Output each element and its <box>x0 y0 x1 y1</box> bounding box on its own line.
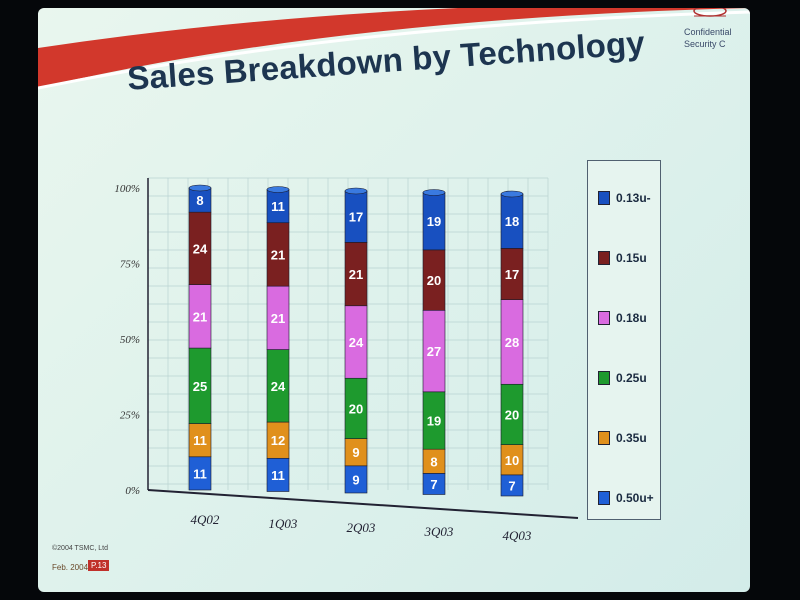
legend-label: 0.25u <box>616 371 647 385</box>
legend-item: 0.13u- <box>598 191 651 205</box>
legend-item: 0.35u <box>598 431 647 445</box>
bar-value-label: 11 <box>193 433 207 448</box>
x-tick-label: 4Q03 <box>503 528 532 543</box>
bar-value-label: 27 <box>427 344 441 359</box>
legend-label: 0.35u <box>616 431 647 445</box>
bar-value-label: 7 <box>508 478 515 493</box>
company-logo <box>690 8 730 25</box>
bar-value-label: 7 <box>430 477 437 492</box>
bar-value-label: 11 <box>193 466 207 481</box>
chart-legend: 0.13u- 0.15u 0.18u 0.25u 0.35u 0.50u+ <box>587 160 661 520</box>
bar-top-cap <box>266 186 290 193</box>
slide: Confidential Security C Sales Breakdown … <box>38 8 750 592</box>
bar-value-label: 28 <box>505 335 519 350</box>
bar-value-label: 21 <box>271 311 285 326</box>
footer-date: Feb. 2004 <box>52 563 89 572</box>
bar-value-label: 17 <box>505 267 519 282</box>
x-tick-label: 4Q02 <box>191 512 220 527</box>
legend-item: 0.25u <box>598 371 647 385</box>
legend-item: 0.15u <box>598 251 647 265</box>
y-tick-label: 100% <box>114 183 140 195</box>
bar-top-cap <box>422 189 446 196</box>
x-tick-label: 3Q03 <box>424 524 454 539</box>
bar-value-label: 8 <box>430 454 437 469</box>
y-tick-label: 0% <box>125 485 140 497</box>
confidential-label: Confidential Security C <box>684 26 732 50</box>
page-number: P.13 <box>88 560 110 571</box>
bar-value-label: 9 <box>352 472 359 487</box>
bar-top-cap <box>344 187 368 195</box>
bar-value-label: 24 <box>271 379 286 394</box>
bar-value-label: 9 <box>352 445 359 460</box>
bar-value-label: 8 <box>196 193 203 208</box>
legend-label: 0.13u- <box>616 191 651 205</box>
bar-value-label: 20 <box>427 273 441 288</box>
bar-value-label: 19 <box>427 414 441 429</box>
legend-item: 0.50u+ <box>598 491 654 505</box>
bar-value-label: 21 <box>193 309 207 324</box>
header-swoosh <box>38 8 750 90</box>
bar-top-cap <box>188 184 212 192</box>
bar-value-label: 24 <box>193 241 208 256</box>
bar-value-label: 20 <box>349 401 363 416</box>
legend-swatch <box>598 311 610 325</box>
bar-value-label: 25 <box>193 379 207 394</box>
y-tick-label: 75% <box>120 259 140 271</box>
legend-label: 0.15u <box>616 251 647 265</box>
bar-value-label: 18 <box>505 214 519 229</box>
bar-value-label: 11 <box>271 199 285 214</box>
stacked-bar-chart: 0% 25% 50% 75% 100% 11 11 25 21 24 8 4Q02 11 12 24 21 21… <box>114 177 579 543</box>
x-tick-label: 1Q03 <box>269 516 298 531</box>
bar-value-label: 21 <box>349 267 363 282</box>
legend-swatch <box>598 251 610 265</box>
copyright-text: ©2004 TSMC, Ltd <box>52 545 108 552</box>
y-tick-label: 25% <box>120 410 140 422</box>
legend-swatch <box>598 191 610 205</box>
x-axis <box>147 489 579 519</box>
bar-value-label: 10 <box>505 453 519 468</box>
x-tick-label: 2Q03 <box>347 520 376 535</box>
legend-swatch <box>598 491 610 505</box>
legend-label: 0.18u <box>616 311 647 325</box>
bar-value-label: 17 <box>349 210 363 225</box>
bar-value-label: 24 <box>349 335 364 350</box>
bar-value-label: 20 <box>505 407 519 422</box>
bar-value-label: 11 <box>271 468 285 483</box>
y-tick-label: 50% <box>120 334 140 346</box>
bar-value-label: 21 <box>271 247 285 262</box>
legend-label: 0.50u+ <box>616 491 654 505</box>
legend-item: 0.18u <box>598 311 647 325</box>
confidential-line1: Confidential <box>684 27 732 37</box>
bar-value-label: 12 <box>271 433 285 448</box>
bar-top-cap <box>500 190 524 198</box>
legend-swatch <box>598 431 610 445</box>
bar-value-label: 19 <box>427 214 441 229</box>
legend-swatch <box>598 371 610 385</box>
confidential-line2: Security C <box>684 39 726 49</box>
